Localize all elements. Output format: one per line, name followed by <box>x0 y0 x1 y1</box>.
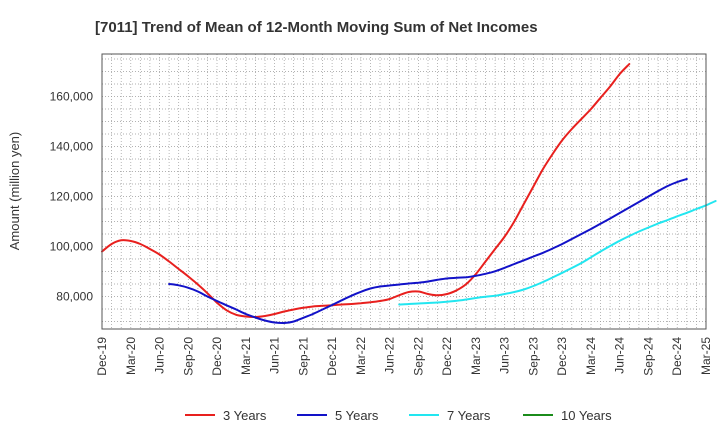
series-line-3-years <box>101 63 631 319</box>
x-tick-label: Jun-23 <box>498 337 512 374</box>
x-tick-label: Sep-23 <box>526 337 540 376</box>
y-tick-label: 80,000 <box>56 290 93 304</box>
legend: 3 Years 5 Years 7 Years 10 Years <box>185 408 612 423</box>
y-tick-label: 120,000 <box>50 190 94 204</box>
x-tick-label: Mar-22 <box>354 337 368 375</box>
x-tick-label: Dec-19 <box>95 337 109 376</box>
x-tick-label: Dec-24 <box>670 337 684 376</box>
x-tick-label: Sep-24 <box>642 337 656 376</box>
x-tick-label: Sep-21 <box>296 337 310 376</box>
x-tick-label: Dec-20 <box>210 337 224 376</box>
y-axis-label: Amount (million yen) <box>7 132 22 251</box>
x-tick-label: Mar-20 <box>124 337 138 375</box>
legend-label-3-years: 3 Years <box>223 408 267 423</box>
x-tick-label: Dec-22 <box>440 337 454 376</box>
plot-area <box>102 54 706 329</box>
legend-label-7-years: 7 Years <box>447 408 491 423</box>
x-tick-label: Jun-21 <box>268 337 282 374</box>
x-tick-label: Mar-25 <box>699 337 713 375</box>
x-tick-label: Sep-20 <box>181 337 195 376</box>
x-tick-label: Mar-21 <box>239 337 253 375</box>
plot-frame <box>101 53 707 330</box>
chart-title: [7011] Trend of Mean of 12-Month Moving … <box>95 19 538 36</box>
series-line-7-years <box>398 200 717 306</box>
y-tick-label: 140,000 <box>50 140 94 154</box>
y-tick-label: 160,000 <box>50 90 94 104</box>
series-line-5-years <box>168 178 688 325</box>
y-tick-label: 100,000 <box>50 240 94 254</box>
grid <box>102 54 706 329</box>
legend-label-10-years: 10 Years <box>561 408 612 423</box>
x-tick-labels: Dec-19 Mar-20 Jun-20 Sep-20 Dec-20 Mar-21 Jun-… <box>95 337 713 376</box>
x-tick-label: Dec-21 <box>325 337 339 376</box>
legend-label-5-years: 5 Years <box>335 408 379 423</box>
y-tick-labels: 80,000 100,000 120,000 140,000 160,000 <box>50 90 94 304</box>
x-tick-label: Dec-23 <box>555 337 569 376</box>
x-tick-label: Mar-23 <box>469 337 483 375</box>
x-tick-label: Jun-22 <box>383 337 397 374</box>
x-tick-label: Mar-24 <box>584 337 598 375</box>
series-lines <box>101 63 717 325</box>
x-tick-label: Jun-24 <box>613 337 627 374</box>
x-tick-label: Sep-22 <box>411 337 425 376</box>
x-tick-label: Jun-20 <box>153 337 167 374</box>
